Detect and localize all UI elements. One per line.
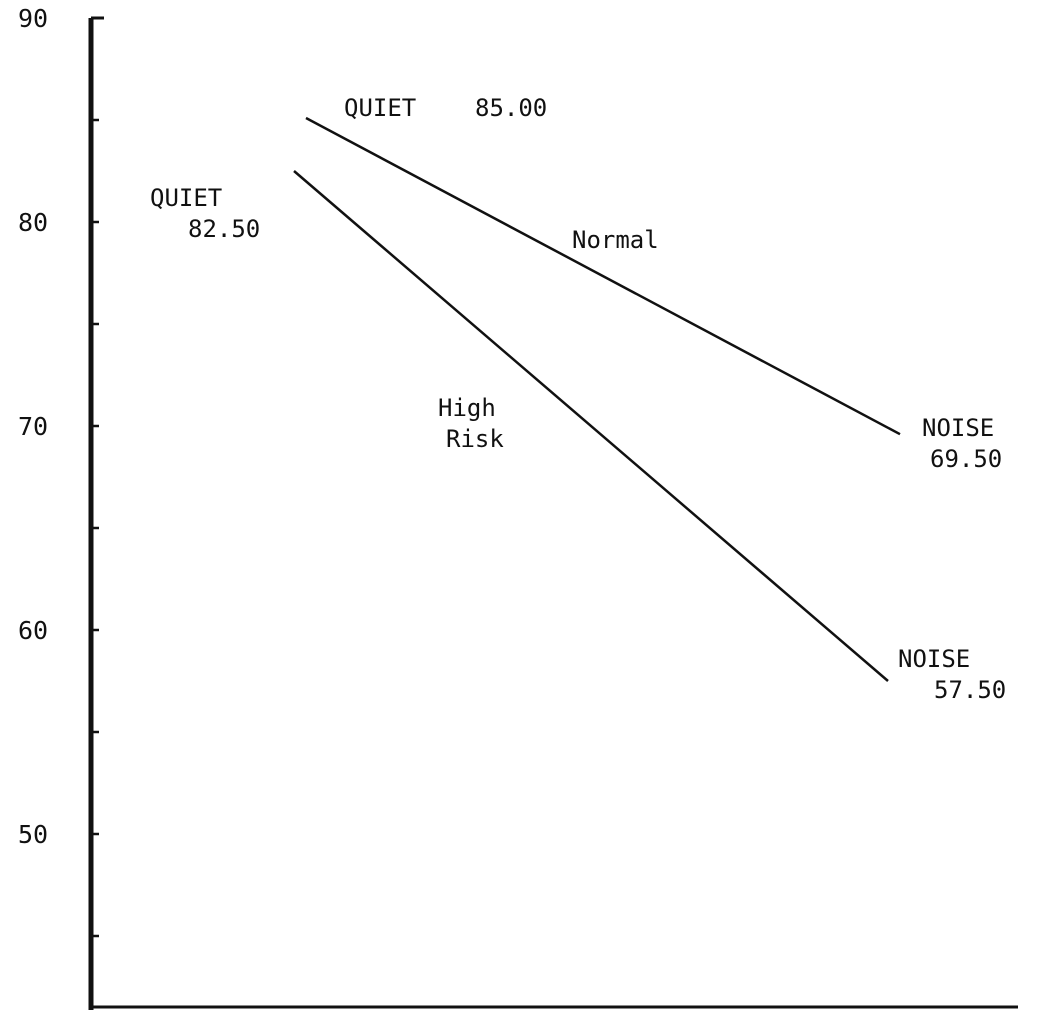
point-label-highrisk-noise-category: NOISE <box>898 645 970 673</box>
point-label-normal-noise-category: NOISE <box>922 414 994 442</box>
y-tick-label-60: 60 <box>18 616 48 645</box>
y-axis-ticks <box>91 16 99 938</box>
point-label-normal-noise-value: 69.50 <box>930 445 1002 473</box>
y-tick-label-80: 80 <box>18 208 48 237</box>
point-label-normal-quiet-category: QUIET <box>344 94 416 122</box>
y-axis-tick-labels: 50 60 70 80 90 <box>18 4 48 849</box>
point-label-normal-quiet-value: 85.00 <box>475 94 547 122</box>
series-line-high-risk <box>293 170 889 682</box>
y-tick-label-70: 70 <box>18 412 48 441</box>
y-tick-label-50: 50 <box>18 820 48 849</box>
point-label-highrisk-quiet-value: 82.50 <box>188 215 260 243</box>
series-line-normal <box>305 116 901 436</box>
series-label-high-risk-line1: High <box>438 394 496 422</box>
point-label-highrisk-quiet-category: QUIET <box>150 184 222 212</box>
series-lines <box>293 116 901 682</box>
y-tick-label-90: 90 <box>18 4 48 33</box>
series-label-normal: Normal <box>572 226 659 254</box>
series-label-high-risk-line2: Risk <box>446 425 504 453</box>
point-label-highrisk-noise-value: 57.50 <box>934 676 1006 704</box>
